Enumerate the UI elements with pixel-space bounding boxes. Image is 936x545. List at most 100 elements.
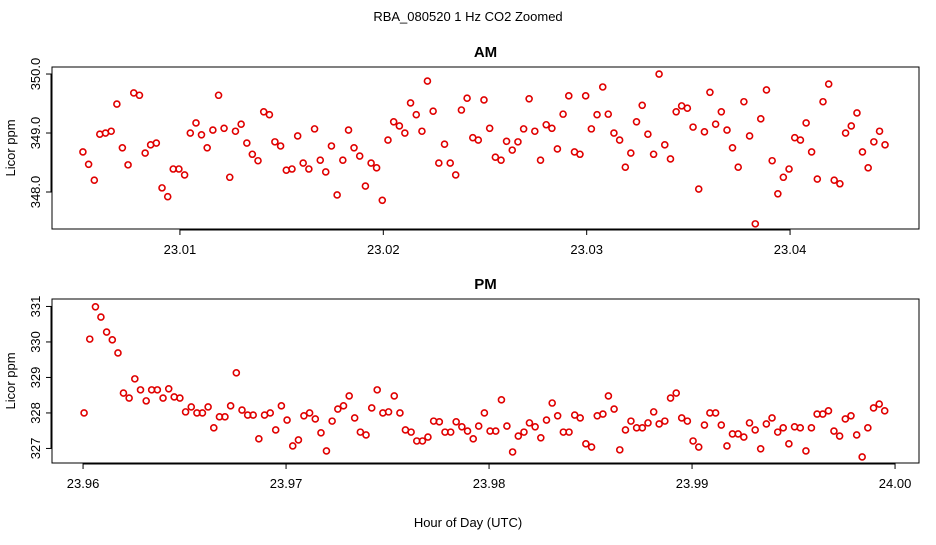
data-point [294, 436, 303, 444]
data-point [187, 403, 196, 411]
data-point [266, 409, 275, 417]
data-point [180, 171, 189, 179]
data-point [813, 175, 822, 183]
data-point [458, 422, 466, 431]
data-point [141, 149, 149, 157]
data-point [802, 447, 810, 455]
data-point [474, 136, 483, 144]
data-point [683, 417, 692, 425]
data-point [610, 405, 618, 413]
y-tick-label: 327 [28, 438, 43, 460]
data-point [740, 433, 748, 441]
data-point [610, 129, 618, 137]
data-point [694, 185, 703, 193]
data-point [159, 394, 167, 402]
data-point [344, 126, 353, 134]
data-point [621, 426, 630, 434]
data-point [824, 80, 833, 88]
data-point [345, 392, 353, 400]
data-point [565, 428, 573, 436]
data-point [107, 127, 115, 136]
data-point [299, 159, 307, 167]
data-point [209, 424, 218, 432]
data-point [283, 416, 291, 424]
data-point [881, 141, 889, 149]
data-point [751, 220, 760, 228]
data-point [875, 400, 884, 408]
data-point [835, 432, 844, 440]
data-point [660, 141, 669, 149]
data-point [638, 424, 647, 432]
data-point [265, 110, 274, 119]
plot-frame [51, 298, 920, 464]
data-point [288, 442, 297, 450]
data-point [226, 402, 235, 410]
data-point [841, 415, 850, 423]
data-point [581, 92, 590, 100]
data-point [327, 142, 336, 150]
data-point [644, 130, 652, 138]
y-axis-label: Licor ppm [3, 119, 18, 176]
data-point [153, 386, 162, 394]
data-point [525, 94, 533, 103]
data-point [300, 411, 308, 420]
data-point [243, 139, 251, 147]
data-point [762, 86, 771, 94]
data-point [604, 392, 613, 400]
data-point [864, 164, 872, 172]
data-point [734, 430, 742, 438]
x-tick-label: 23.99 [676, 476, 709, 491]
data-point [451, 171, 460, 179]
data-point [198, 409, 207, 417]
data-point [830, 176, 838, 185]
y-tick-label: 349.0 [28, 117, 43, 150]
data-point [232, 369, 241, 377]
data-point [254, 156, 262, 165]
plot-frame [51, 66, 920, 230]
data-point [582, 440, 590, 448]
data-point [576, 150, 584, 159]
data-point [310, 125, 319, 133]
data-point [756, 115, 765, 123]
data-point [497, 396, 506, 404]
data-point [593, 110, 601, 119]
data-point [649, 150, 658, 159]
data-point [333, 191, 341, 199]
data-point [418, 127, 426, 136]
data-point [689, 437, 697, 445]
data-point [485, 124, 494, 133]
data-point [435, 159, 443, 167]
y-axis-label: Licor ppm [3, 352, 18, 409]
data-point [136, 386, 145, 394]
data-point [446, 159, 455, 167]
data-point [564, 92, 573, 100]
data-point [514, 432, 523, 440]
data-point [740, 97, 748, 106]
data-point [785, 440, 793, 448]
data-point [395, 122, 404, 130]
data-point [176, 394, 184, 402]
data-point [503, 422, 511, 430]
data-point [751, 426, 759, 434]
data-point [548, 124, 556, 133]
data-point [158, 184, 166, 192]
y-tick-label: 330 [28, 331, 43, 353]
data-point [723, 126, 731, 134]
data-point [864, 424, 872, 432]
data-point [334, 405, 342, 413]
data-point [412, 110, 421, 119]
data-point [85, 335, 94, 343]
data-point [847, 122, 856, 130]
data-point [644, 419, 652, 427]
data-point [118, 143, 127, 152]
data-point [841, 129, 850, 137]
y-tick-label: 328 [28, 402, 43, 424]
data-point [255, 435, 263, 443]
panel-title: AM [474, 44, 497, 61]
data-point [672, 107, 680, 116]
data-point [649, 408, 658, 416]
data-point [847, 411, 855, 420]
data-point [553, 411, 562, 420]
x-tick-label: 23.02 [367, 242, 400, 257]
data-point [125, 394, 133, 402]
